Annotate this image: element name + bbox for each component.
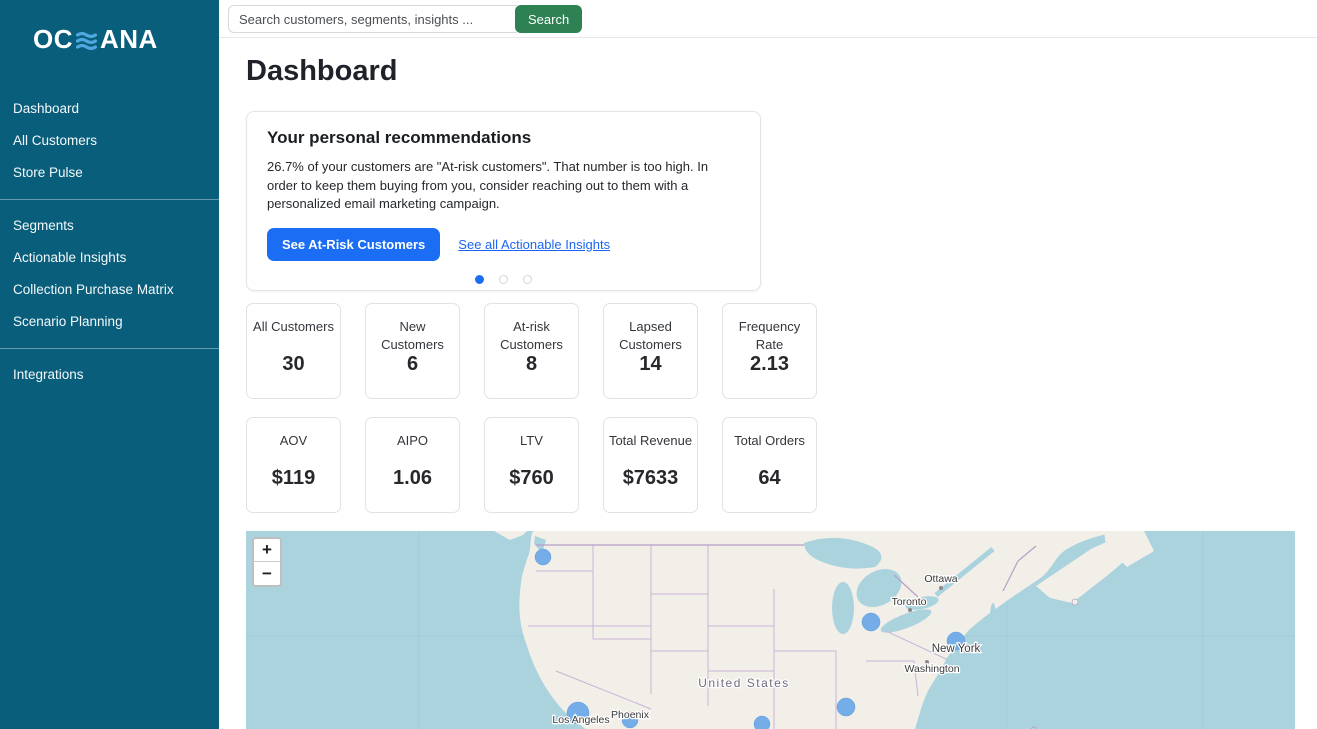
wave-icon (76, 31, 97, 50)
stat-label: Frequency Rate (738, 319, 801, 352)
map-city-dots (908, 586, 943, 664)
stat-card-lapsed-customers: Lapsed Customers 14 (603, 303, 698, 399)
stat-label: Lapsed Customers (619, 319, 682, 352)
map-label-united-states: United States (698, 676, 790, 690)
sidebar-item-integrations[interactable]: Integrations (13, 367, 84, 382)
map-zoom-control: + − (252, 537, 282, 587)
nav-group-settings: Integrations (0, 348, 219, 401)
stat-card-new-customers: New Customers 6 (365, 303, 460, 399)
map-label-new-york: New York (932, 643, 981, 655)
stat-label: Total Orders (734, 433, 805, 448)
stat-card-total-orders: Total Orders 64 (722, 417, 817, 513)
customer-location-marker[interactable] (566, 701, 590, 725)
recommendations-title: Your personal recommendations (267, 128, 532, 147)
search-input[interactable] (228, 5, 517, 33)
map-label-washington: Washington (904, 663, 959, 675)
stat-value: 1.06 (393, 467, 432, 489)
customer-location-marker[interactable] (534, 548, 552, 566)
sidebar-item-scenario-planning[interactable]: Scenario Planning (13, 314, 123, 329)
stat-card-all-customers: All Customers 30 (246, 303, 341, 399)
stat-value: 64 (758, 467, 781, 489)
stat-value: 14 (639, 353, 662, 375)
stat-value: $760 (509, 467, 554, 489)
stat-value: 30 (282, 353, 305, 375)
map-canvas: Ottawa Toronto New York Washington Los A… (246, 531, 1295, 729)
stat-card-aipo: AIPO 1.06 (365, 417, 460, 513)
stat-value: $7633 (622, 467, 679, 489)
recommendations-body: 26.7% of your customers are "At-risk cus… (267, 159, 709, 211)
stat-value: $119 (271, 467, 316, 489)
map-landmass (494, 531, 1154, 729)
customer-location-marker[interactable] (946, 631, 966, 651)
stat-label: AOV (279, 433, 308, 448)
recommendations-card: Your personal recommendations 26.7% of y… (246, 111, 761, 291)
customer-location-marker[interactable] (861, 612, 881, 632)
nav-group-main: Dashboard All Customers Store Pulse (0, 83, 219, 199)
sidebar-item-collection-purchase-matrix[interactable]: Collection Purchase Matrix (13, 282, 174, 297)
search-button[interactable]: Search (515, 5, 583, 33)
stat-label: All Customers (253, 319, 334, 334)
stat-label: Total Revenue (608, 433, 693, 448)
stat-card-at-risk-customers: At-risk Customers 8 (484, 303, 579, 399)
map-state-borders (528, 545, 947, 729)
stat-label: LTV (520, 433, 543, 448)
carousel-dot-1[interactable] (475, 274, 484, 284)
see-at-risk-customers-button[interactable]: See At-Risk Customers (267, 227, 441, 261)
stat-value: 6 (406, 353, 419, 375)
page-title: Dashboard (246, 55, 398, 87)
map-label-los-angeles: Los Angeles (552, 714, 609, 726)
see-all-actionable-insights-link[interactable]: See all Actionable Insights (458, 236, 611, 252)
map-markers (534, 548, 966, 729)
stat-label: At-risk Customers (500, 319, 563, 352)
map-label-phoenix: Phoenix (611, 709, 650, 721)
sidebar-item-store-pulse[interactable]: Store Pulse (13, 165, 83, 180)
customer-location-marker[interactable] (836, 697, 856, 717)
customer-location-marker[interactable] (753, 715, 771, 729)
customer-location-marker[interactable] (621, 711, 639, 729)
sidebar-item-dashboard[interactable]: Dashboard (13, 101, 80, 116)
logo-text-right: ANA (100, 24, 158, 54)
sidebar: OC ANA Dashboard All Customers Store Pul… (0, 0, 219, 729)
map-labels: Ottawa Toronto New York Washington Los A… (551, 572, 982, 728)
logo-text-left: OC (33, 24, 73, 54)
carousel-dot-2[interactable] (499, 274, 508, 284)
zoom-in-button[interactable]: + (254, 539, 280, 562)
carousel-dots (267, 274, 740, 284)
nav-group-analysis: Segments Actionable Insights Collection … (0, 199, 219, 348)
sidebar-item-segments[interactable]: Segments (13, 218, 74, 233)
map-great-lakes (804, 537, 996, 634)
stat-card-frequency-rate: Frequency Rate 2.13 (722, 303, 817, 399)
stat-card-ltv: LTV $760 (484, 417, 579, 513)
map-label-ottawa: Ottawa (924, 573, 957, 585)
zoom-out-button[interactable]: − (254, 562, 280, 585)
stat-label: AIPO (396, 433, 429, 448)
stats-row-2: AOV $119 AIPO 1.06 LTV $760 Total Revenu… (246, 417, 1295, 513)
carousel-dot-3[interactable] (523, 274, 532, 284)
stats-row-1: All Customers 30 New Customers 6 At-risk… (246, 303, 1295, 399)
map-label-toronto: Toronto (891, 596, 926, 608)
oceana-logo[interactable]: OC ANA (0, 0, 219, 55)
stat-label: New Customers (381, 319, 444, 352)
map-country-border (536, 544, 1037, 598)
stat-value: 8 (525, 353, 538, 375)
sidebar-item-all-customers[interactable]: All Customers (13, 133, 98, 148)
stat-card-aov: AOV $119 (246, 417, 341, 513)
stat-value: 2.13 (750, 353, 789, 375)
sidebar-item-actionable-insights[interactable]: Actionable Insights (13, 250, 127, 265)
top-bar: Search (219, 0, 1317, 38)
stat-card-total-revenue: Total Revenue $7633 (603, 417, 698, 513)
customer-locations-map[interactable]: + − (246, 531, 1295, 729)
